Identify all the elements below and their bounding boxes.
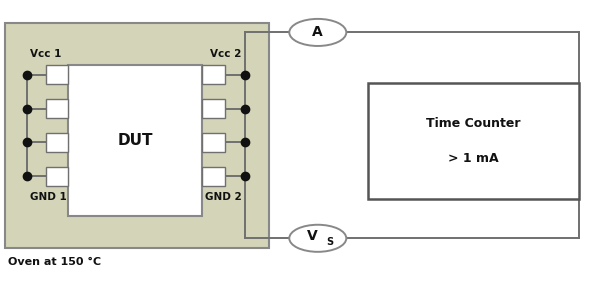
Bar bbox=[68, 65, 202, 216]
Text: > 1 mA: > 1 mA bbox=[448, 152, 499, 165]
Bar bbox=[46, 167, 68, 186]
Bar bbox=[46, 133, 68, 152]
Bar bbox=[202, 133, 225, 152]
Text: GND 2: GND 2 bbox=[205, 192, 242, 202]
Text: V: V bbox=[307, 229, 317, 243]
Text: Vcc 2: Vcc 2 bbox=[210, 49, 242, 59]
Text: S: S bbox=[326, 237, 333, 247]
Bar bbox=[46, 99, 68, 118]
Text: DUT: DUT bbox=[118, 133, 153, 148]
Text: Time Counter: Time Counter bbox=[426, 117, 521, 130]
Bar bbox=[202, 65, 225, 84]
Circle shape bbox=[289, 19, 346, 46]
Bar bbox=[368, 83, 579, 199]
Circle shape bbox=[289, 225, 346, 252]
Bar bbox=[202, 167, 225, 186]
Bar bbox=[202, 99, 225, 118]
Text: GND 1: GND 1 bbox=[30, 192, 67, 202]
Text: A: A bbox=[312, 25, 323, 39]
Bar bbox=[46, 65, 68, 84]
Bar bbox=[5, 23, 269, 248]
Text: Vcc 1: Vcc 1 bbox=[30, 49, 61, 59]
Text: Oven at 150 °C: Oven at 150 °C bbox=[8, 257, 101, 266]
